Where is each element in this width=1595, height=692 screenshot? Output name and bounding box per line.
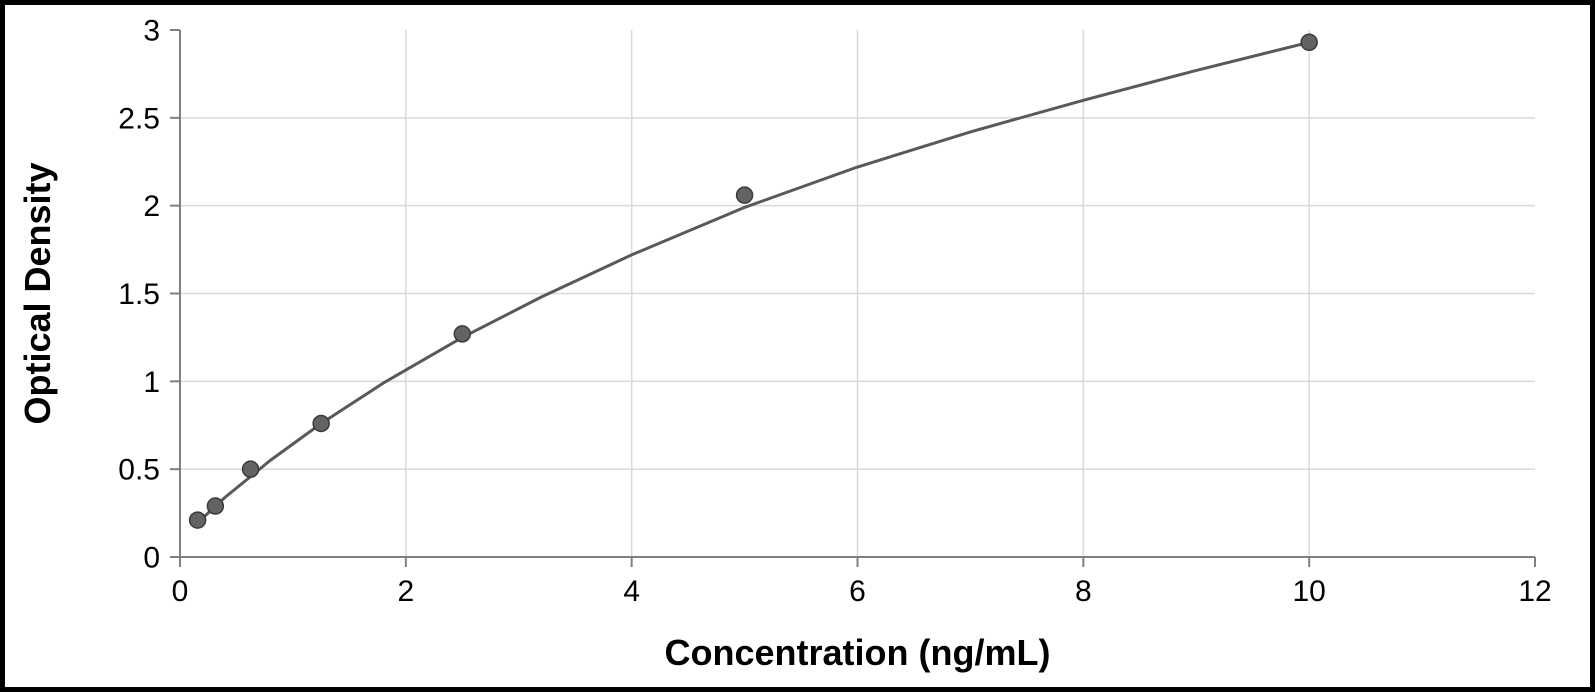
- x-tick-label: 6: [849, 575, 866, 608]
- y-tick-label: 1.5: [118, 278, 160, 311]
- y-tick-label: 0.5: [118, 454, 160, 487]
- x-tick-label: 8: [1075, 575, 1092, 608]
- data-point: [207, 498, 223, 514]
- x-tick-label: 0: [172, 575, 189, 608]
- data-point: [737, 187, 753, 203]
- data-point: [313, 415, 329, 431]
- data-point: [243, 461, 259, 477]
- y-tick-label: 0: [143, 542, 160, 575]
- x-tick-label: 12: [1518, 575, 1551, 608]
- x-tick-label: 10: [1292, 575, 1325, 608]
- x-tick-label: 4: [623, 575, 640, 608]
- x-tick-label: 2: [397, 575, 414, 608]
- chart-frame: 0 2 4 6 8 10 12 0 0.5 1 1.5 2 2.5 3 Concentration (ng/…: [0, 0, 1595, 692]
- y-tick-label: 2.5: [118, 102, 160, 135]
- chart-background: [5, 5, 1590, 687]
- y-tick-label: 2: [143, 190, 160, 223]
- standard-curve-chart: 0 2 4 6 8 10 12 0 0.5 1 1.5 2 2.5 3 Concentration (ng/…: [5, 5, 1590, 687]
- data-point: [454, 326, 470, 342]
- y-tick-label: 1: [143, 366, 160, 399]
- data-point: [190, 512, 206, 528]
- y-axis-label: Optical Density: [17, 162, 58, 424]
- x-axis-label: Concentration (ng/mL): [665, 632, 1051, 673]
- data-point: [1301, 34, 1317, 50]
- y-tick-label: 3: [143, 15, 160, 48]
